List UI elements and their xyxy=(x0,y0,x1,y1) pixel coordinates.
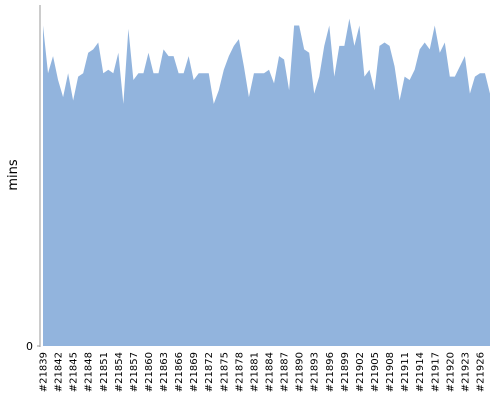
x-tick-label: #21869 xyxy=(189,352,200,392)
x-tick-label: #21860 xyxy=(144,352,155,392)
area xyxy=(43,18,490,346)
x-tick-label: #21875 xyxy=(219,352,230,392)
x-tick-label: #21872 xyxy=(204,352,215,392)
x-tick-label: #21914 xyxy=(415,352,426,392)
x-tick-label: #21851 xyxy=(99,352,110,392)
x-tick-label: #21854 xyxy=(114,352,125,392)
x-tick-label: #21842 xyxy=(54,352,65,392)
x-tick-label: #21917 xyxy=(430,352,441,392)
x-tick-label: #21902 xyxy=(355,352,366,392)
x-tick-label: #21857 xyxy=(129,352,140,392)
x-tick-label: #21896 xyxy=(325,352,336,392)
y-axis-label: mins xyxy=(6,159,21,191)
x-tick-label: #21890 xyxy=(295,352,306,392)
x-tick-label: #21905 xyxy=(370,352,381,392)
x-tick-label: #21881 xyxy=(249,352,260,392)
x-tick-label: #21920 xyxy=(445,352,456,392)
y-tick-label: 0 xyxy=(26,340,33,353)
x-tick-label: #21845 xyxy=(69,352,80,392)
x-tick-label: #21899 xyxy=(340,352,351,392)
x-tick-label: #21926 xyxy=(475,352,486,392)
x-tick-label: #21893 xyxy=(310,352,321,392)
x-tick-label: #21923 xyxy=(460,352,471,392)
x-tick-label: #21884 xyxy=(265,352,276,392)
x-tick-label: #21911 xyxy=(400,352,411,392)
x-tick-label: #21887 xyxy=(280,352,291,392)
x-tick-label: #21863 xyxy=(159,352,170,392)
x-tick-label: #21908 xyxy=(385,352,396,392)
x-tick-label: #21878 xyxy=(234,352,245,392)
x-tick-label: #21839 xyxy=(39,352,50,392)
x-tick-label: #21866 xyxy=(174,352,185,392)
x-tick-label: #21848 xyxy=(84,352,95,392)
